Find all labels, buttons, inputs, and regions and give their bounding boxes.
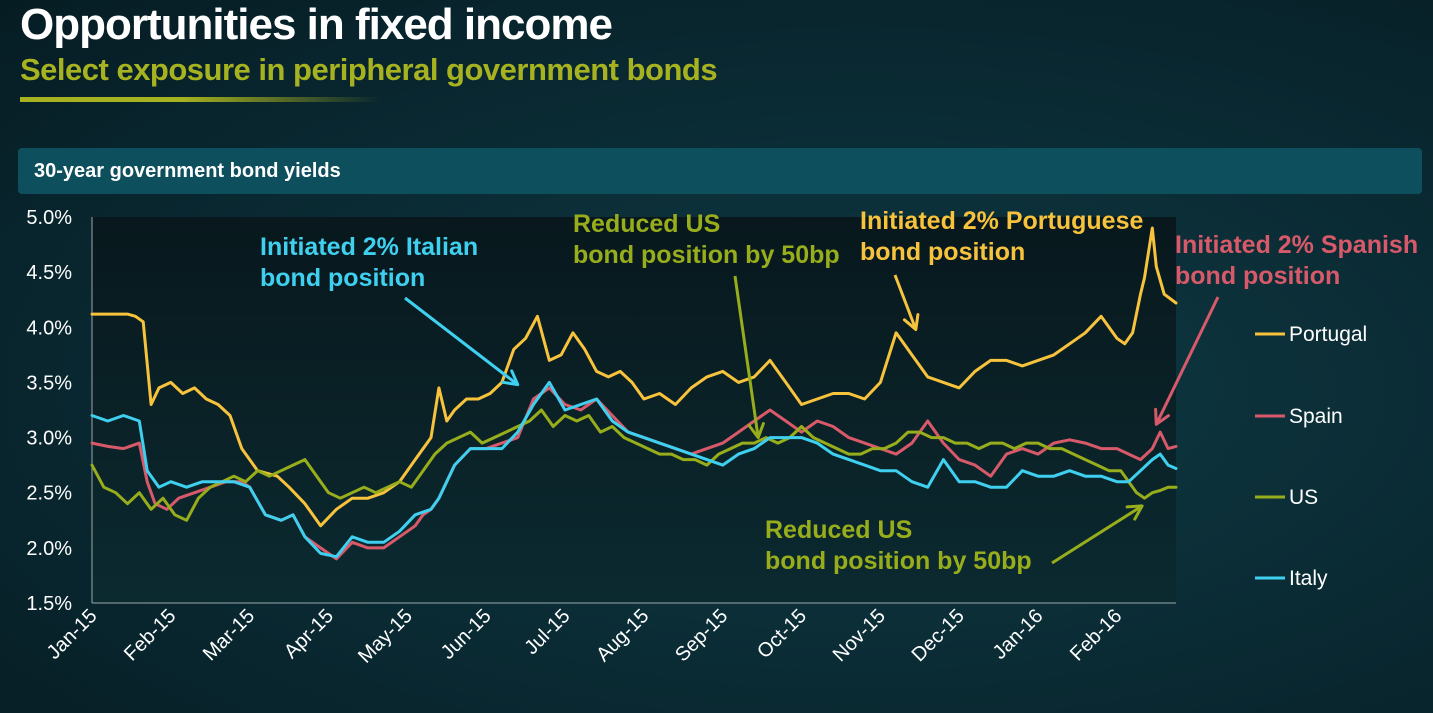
x-tick-label: Feb-16 [1066, 605, 1126, 665]
x-tick-label: Sep-15 [671, 605, 732, 666]
annotation-arrow [404, 296, 519, 386]
y-tick-label: 2.5% [26, 483, 72, 505]
x-tick-label: Oct-15 [753, 605, 811, 663]
x-tick-label: Jun-15 [437, 605, 496, 664]
annotation-text: Reduced US [765, 516, 912, 544]
y-tick-label: 3.0% [26, 428, 72, 450]
x-tick-label: May-15 [354, 605, 417, 668]
page-subtitle: Select exposure in peripheral government… [20, 52, 718, 87]
y-axis: 1.5% 2.0% 2.5% 3.0% 3.5% 4.0% 4.5% 5.0% [26, 207, 93, 615]
annotation-arrow [1051, 504, 1143, 565]
annotation-5: Reduced US bond position by 50bp [765, 504, 1144, 575]
page-title: Opportunities in fixed income [20, 0, 613, 49]
legend: Portugal Spain US Italy [1255, 323, 1367, 590]
x-tick-label: Jul-15 [520, 605, 574, 659]
title-underline [20, 97, 380, 102]
x-tick-label: Nov-15 [829, 605, 890, 666]
arrow-head-icon [747, 422, 765, 440]
annotation-text: bond position by 50bp [573, 241, 840, 269]
series-line-italy [90, 380, 1178, 559]
annotation-arrow [1154, 296, 1220, 425]
plot-area [92, 217, 1176, 603]
legend-item-portugal: Portugal [1255, 323, 1367, 346]
series-line-us [90, 408, 1178, 522]
x-tick-label: Feb-15 [120, 605, 180, 665]
arrow-head-icon [1125, 504, 1144, 521]
arrow-head-icon [902, 313, 920, 331]
y-tick-label: 4.0% [26, 317, 72, 339]
annotation-text: Reduced US [573, 210, 720, 238]
x-tick-label: Mar-15 [199, 605, 259, 665]
x-tick-label: Dec-15 [908, 605, 969, 666]
annotation-text: Initiated 2% Spanish [1175, 231, 1418, 259]
annotation-arrow [893, 274, 918, 331]
annotation-1: Initiated 2% Italian bond position [260, 233, 520, 387]
legend-item-spain: Spain [1255, 405, 1343, 428]
annotation-3: Initiated 2% Portuguese bond position [860, 207, 1143, 331]
x-axis: Jan-15 Feb-15 Mar-15 Apr-15 May-15 Jun-15 Jul-… [43, 602, 1176, 668]
legend-label: Spain [1289, 405, 1343, 428]
series-layer [90, 226, 1178, 561]
arrow-head-icon [1154, 407, 1170, 426]
legend-label: Italy [1289, 567, 1328, 590]
annotation-text: bond position [860, 238, 1025, 266]
legend-item-italy: Italy [1255, 567, 1328, 590]
annotation-text: Initiated 2% Italian [260, 233, 478, 261]
annotation-layer: Initiated 2% Italian bond position Reduced… [260, 207, 1418, 575]
chart-panel-header: 30-year government bond yields [18, 148, 1422, 194]
annotation-text: bond position by 50bp [765, 547, 1032, 575]
legend-label: US [1289, 486, 1318, 509]
annotation-arrow [733, 275, 760, 438]
y-tick-label: 4.5% [26, 262, 72, 284]
y-tick-label: 3.5% [26, 372, 72, 394]
y-tick-label: 1.5% [26, 593, 72, 615]
x-tick-label: Aug-15 [592, 605, 653, 666]
legend-item-us: US [1255, 486, 1318, 509]
y-tick-label: 2.0% [26, 538, 72, 560]
legend-label: Portugal [1289, 323, 1367, 346]
annotation-text: Initiated 2% Portuguese [860, 207, 1143, 235]
annotation-4: Initiated 2% Spanish bond position [1154, 231, 1418, 426]
arrow-head-icon [501, 369, 520, 387]
annotation-2: Reduced US bond position by 50bp [573, 210, 840, 440]
chart-panel-title: 30-year government bond yields [34, 159, 341, 182]
x-tick-label: Apr-15 [280, 605, 338, 663]
annotation-text: bond position [1175, 262, 1340, 290]
y-tick-label: 5.0% [26, 207, 72, 229]
annotation-text: bond position [260, 264, 425, 292]
series-line-portugal [90, 226, 1178, 528]
x-tick-label: Jan-16 [989, 605, 1048, 664]
